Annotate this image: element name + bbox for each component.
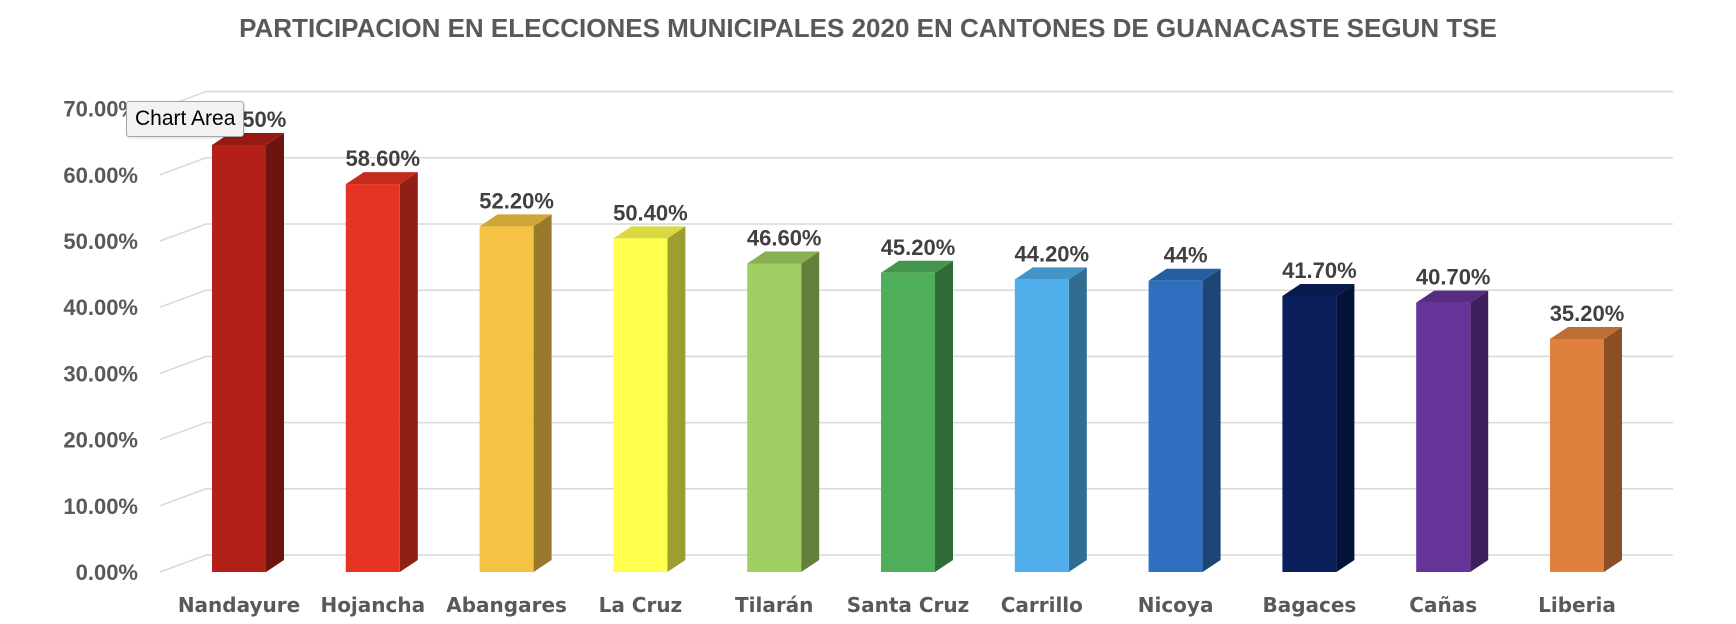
- bar-side: [533, 214, 552, 572]
- bar-front: [1148, 280, 1203, 572]
- x-tick-label: Carrillo: [1001, 593, 1083, 617]
- y-axis-ticks: 0.00% 10.00% 20.00% 30.00% 40.00% 50.00% 60.00…: [63, 97, 138, 585]
- bar-top: [881, 260, 953, 273]
- data-label: 58.60%: [345, 146, 420, 171]
- gridline: [159, 157, 1673, 176]
- bar-side: [1336, 283, 1355, 572]
- bar-front: [881, 272, 935, 572]
- x-tick-label: Abangares: [446, 593, 567, 617]
- bar-3: [479, 214, 552, 572]
- data-label: 41.70%: [1282, 258, 1357, 283]
- bar-side: [1470, 290, 1489, 572]
- x-tick-label: Nandayure: [178, 593, 300, 617]
- bar-top: [1282, 283, 1355, 296]
- bar-front: [345, 184, 400, 572]
- y-tick-label: 40.00%: [63, 295, 138, 320]
- bar-side: [1202, 268, 1221, 572]
- bar-6: [881, 260, 953, 572]
- data-label: 40.70%: [1416, 265, 1491, 290]
- x-tick-label: Bagaces: [1262, 593, 1356, 617]
- bar-side: [399, 172, 418, 572]
- x-tick-label: Cañas: [1409, 593, 1477, 617]
- y-tick-label: 60.00%: [63, 163, 138, 188]
- bar-top: [345, 172, 418, 185]
- bar-4: [613, 226, 686, 573]
- data-label: 45.20%: [881, 235, 956, 260]
- data-label: 44%: [1164, 243, 1208, 268]
- bar-front: [1282, 295, 1337, 572]
- y-tick-label: 20.00%: [63, 428, 138, 453]
- bar-side: [1068, 267, 1087, 572]
- bar-side: [1604, 326, 1622, 572]
- gridlines: [159, 90, 1673, 573]
- bar-top: [1550, 326, 1622, 339]
- bar-2: [345, 172, 418, 572]
- y-tick-label: 50.00%: [63, 229, 138, 254]
- bar-side: [935, 260, 953, 572]
- x-tick-label: La Cruz: [599, 593, 683, 617]
- y-tick-label: 70.00%: [63, 97, 138, 122]
- bar-5: [747, 251, 820, 572]
- data-label: 35.20%: [1550, 301, 1625, 326]
- bar-8: [1148, 268, 1221, 572]
- chart-title: PARTICIPACION EN ELECCIONES MUNICIPALES …: [239, 13, 1497, 43]
- bar-side: [266, 133, 284, 572]
- bar-top: [613, 226, 686, 239]
- y-tick-label: 10.00%: [63, 494, 138, 519]
- gridline: [159, 223, 1673, 242]
- bar-front: [1014, 279, 1069, 572]
- data-label: 52.20%: [479, 188, 554, 213]
- bar-top: [1148, 268, 1221, 281]
- bar-front: [613, 238, 668, 573]
- bar-front: [479, 226, 534, 572]
- bar-top: [1416, 290, 1489, 303]
- bar-9: [1282, 283, 1355, 572]
- x-tick-label: Hojancha: [320, 593, 425, 617]
- bar-front: [1550, 338, 1604, 572]
- bar-front: [747, 263, 802, 572]
- x-tick-label: Tilarán: [735, 593, 813, 617]
- x-tick-label: Santa Cruz: [847, 593, 970, 617]
- y-tick-label: 30.00%: [63, 361, 138, 386]
- x-tick-label: Liberia: [1538, 593, 1616, 617]
- data-label: 46.60%: [747, 226, 822, 251]
- bars: [212, 133, 1622, 573]
- bar-front: [1416, 302, 1471, 572]
- bar-7: [1014, 267, 1087, 572]
- data-label: 44.20%: [1014, 241, 1089, 266]
- bar-front: [212, 145, 266, 572]
- bar-1: [212, 133, 284, 572]
- bar-top: [479, 214, 552, 227]
- bar-side: [801, 251, 820, 572]
- gridline: [159, 90, 1673, 110]
- bar-10: [1416, 290, 1489, 572]
- chart-area-tooltip: Chart Area: [126, 101, 245, 137]
- bar-side: [667, 226, 686, 573]
- bar-top: [747, 251, 820, 264]
- bar-11: [1550, 326, 1622, 572]
- data-label: 50.40%: [613, 200, 688, 225]
- bar-top: [1014, 267, 1087, 280]
- y-tick-label: 0.00%: [76, 560, 138, 585]
- x-tick-label: Nicoya: [1138, 593, 1214, 617]
- x-axis-ticks: Nandayure Hojancha Abangares La Cruz Tilarán…: [178, 593, 1616, 617]
